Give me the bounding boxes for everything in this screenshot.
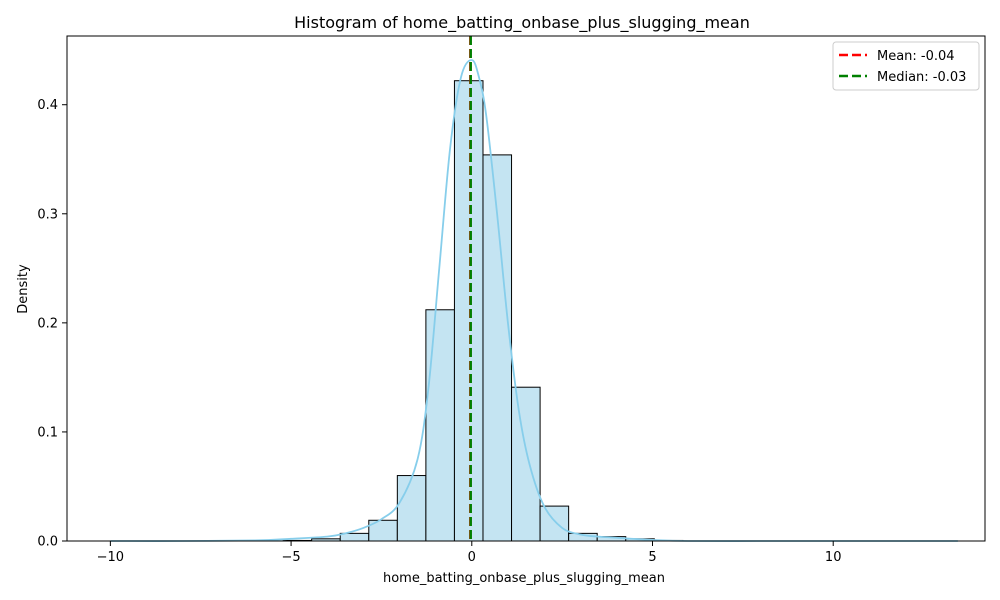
histogram-bar [482, 154, 513, 542]
histogram-bar [339, 532, 370, 542]
histogram-bar [453, 80, 484, 542]
histogram-bar [539, 505, 570, 542]
histogram-bars [282, 80, 684, 542]
legend-median-label: Median: -0.03 [877, 70, 966, 85]
x-tick-label: 5 [648, 550, 656, 565]
x-tick-label: 10 [825, 550, 842, 565]
x-axis-label: home_batting_onbase_plus_slugging_mean [383, 571, 665, 586]
x-tick-label: −5 [281, 550, 300, 565]
kde-layer [110, 59, 958, 542]
y-tick-label: 0.4 [37, 98, 58, 113]
histogram-bar [511, 386, 541, 542]
legend: Mean: -0.04 Median: -0.03 [832, 41, 980, 91]
x-tick-label: −10 [97, 550, 124, 565]
y-tick-label: 0.3 [37, 207, 58, 222]
y-axis-label: Density [16, 264, 31, 314]
y-tick-label: 0.0 [37, 535, 58, 550]
y-axis-ticks: 0.0 0.1 0.2 0.3 0.4 [37, 98, 67, 550]
x-axis-ticks: −10 −5 0 5 10 [97, 541, 842, 565]
chart-title: Histogram of home_batting_onbase_plus_sl… [294, 13, 750, 33]
x-tick-label: 0 [468, 550, 476, 565]
y-tick-label: 0.2 [37, 316, 58, 331]
kde-curve [110, 59, 958, 542]
histogram-bar [396, 475, 427, 542]
legend-box [832, 41, 980, 91]
y-tick-label: 0.1 [37, 425, 58, 440]
legend-mean-label: Mean: -0.04 [877, 49, 955, 64]
histogram-bar [425, 309, 455, 542]
plot-frame [66, 35, 986, 542]
